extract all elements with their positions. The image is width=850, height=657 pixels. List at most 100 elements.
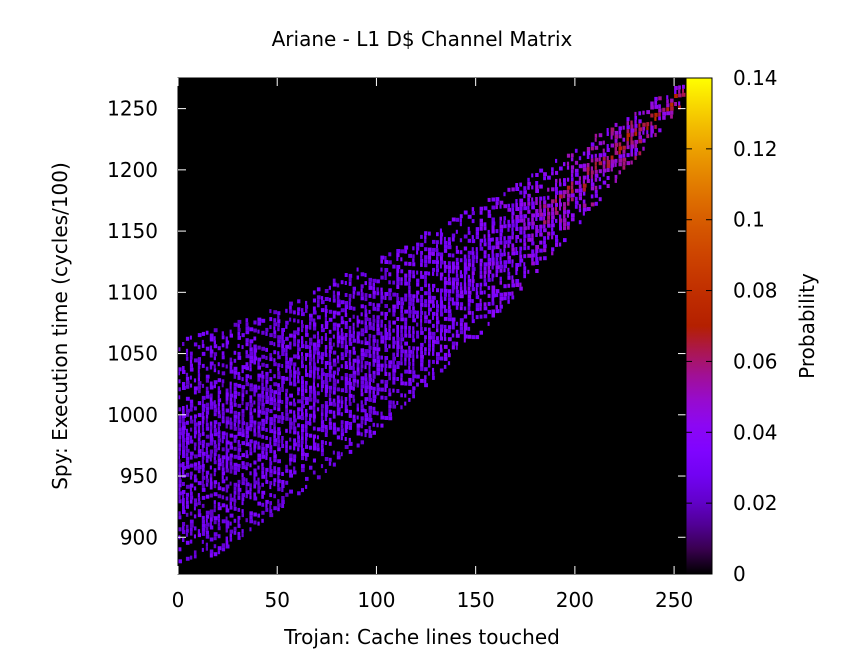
heatmap-cell	[416, 278, 420, 283]
heatmap-cell	[277, 339, 281, 344]
heatmap-cell	[305, 420, 309, 425]
heatmap-cell	[309, 389, 313, 394]
heatmap-cell	[582, 179, 585, 184]
heatmap-cell	[360, 296, 364, 301]
heatmap-cell	[543, 196, 546, 201]
heatmap-cell	[309, 369, 313, 374]
heatmap-cell	[380, 395, 384, 400]
heatmap-cell	[551, 251, 554, 256]
heatmap-cell	[332, 430, 337, 435]
heatmap-cell	[344, 385, 348, 389]
heatmap-cell	[487, 261, 491, 266]
heatmap-cell	[352, 290, 356, 295]
heatmap-cell	[447, 297, 452, 302]
heatmap-cell	[261, 406, 265, 411]
heatmap-cell	[201, 411, 205, 416]
heatmap-cell	[253, 320, 257, 325]
heatmap-cell	[305, 300, 308, 305]
heatmap-cell	[352, 306, 356, 311]
heatmap-cell	[547, 231, 551, 236]
heatmap-cell	[213, 520, 217, 525]
heatmap-cell	[253, 388, 258, 393]
heatmap-cell	[178, 347, 181, 352]
heatmap-cell	[237, 419, 241, 424]
heatmap-cell	[547, 223, 551, 228]
heatmap-cell	[245, 354, 250, 359]
heatmap-cell	[547, 203, 551, 208]
heatmap-cell	[519, 214, 523, 219]
heatmap-cell	[475, 255, 479, 260]
heatmap-cell	[404, 325, 408, 330]
heatmap-cell	[459, 238, 463, 243]
heatmap-cell	[428, 231, 431, 236]
heatmap-cell	[392, 320, 396, 325]
heatmap-cell	[217, 526, 221, 531]
heatmap-cell	[471, 211, 475, 216]
heatmap-cell	[289, 369, 292, 374]
heatmap-cell	[221, 383, 224, 388]
heatmap-cell	[332, 382, 337, 387]
heatmap-cell	[519, 210, 523, 215]
heatmap-cell	[316, 475, 321, 480]
heatmap-cell	[491, 229, 495, 234]
heatmap-cell	[479, 302, 482, 307]
heatmap-cell	[368, 333, 372, 338]
heatmap-cell	[459, 290, 464, 295]
heatmap-cell	[312, 298, 316, 303]
heatmap-cell	[570, 173, 574, 178]
heatmap-cell	[316, 315, 321, 320]
heatmap-cell	[245, 494, 248, 499]
heatmap-cell	[225, 540, 229, 545]
heatmap-cell	[297, 331, 300, 336]
heatmap-cell	[245, 378, 248, 383]
heatmap-cell	[416, 334, 420, 339]
heatmap-cell	[535, 229, 539, 233]
heatmap-cell	[368, 301, 372, 306]
heatmap-cell	[205, 542, 208, 547]
heatmap-cell	[336, 399, 341, 404]
heatmap-cell	[305, 352, 309, 357]
heatmap-cell	[309, 349, 312, 354]
heatmap-cell	[380, 363, 384, 368]
heatmap-cell	[570, 177, 574, 182]
heatmap-cell	[309, 421, 312, 426]
heatmap-cell	[590, 182, 595, 187]
heatmap-cell	[201, 363, 205, 368]
heatmap-cell	[436, 328, 439, 333]
heatmap-cell	[178, 559, 182, 564]
heatmap-cell	[301, 340, 304, 345]
heatmap-cell	[511, 187, 515, 192]
heatmap-cell	[213, 344, 218, 349]
heatmap-cell	[487, 213, 492, 218]
heatmap-cell	[467, 278, 472, 283]
heatmap-cell	[535, 261, 539, 265]
heatmap-cell	[348, 409, 352, 414]
heatmap-cell	[610, 135, 613, 140]
heatmap-cell	[281, 364, 284, 368]
heatmap-cell	[408, 333, 412, 338]
heatmap-cell	[257, 317, 262, 322]
heatmap-cell	[312, 334, 316, 339]
heatmap-cell	[217, 442, 221, 447]
heatmap-cell	[245, 382, 249, 387]
heatmap-cell	[233, 526, 237, 531]
heatmap-cell	[233, 466, 238, 471]
heatmap-cell	[408, 357, 411, 362]
heatmap-cell	[344, 353, 348, 357]
heatmap-cell	[535, 225, 539, 229]
heatmap-cell	[213, 456, 216, 461]
heatmap-cell	[289, 361, 293, 366]
heatmap-cell	[364, 409, 367, 414]
heatmap-cell	[555, 186, 558, 191]
heatmap-cell	[316, 331, 319, 336]
heatmap-cell	[328, 341, 332, 346]
heatmap-cell	[563, 210, 567, 215]
heatmap-cell	[237, 483, 240, 488]
heatmap-cell	[535, 213, 539, 217]
heatmap-cell	[245, 322, 249, 327]
heatmap-cell	[289, 457, 293, 462]
heatmap-cell	[312, 326, 317, 331]
heatmap-cell	[428, 259, 432, 264]
heatmap-cell	[324, 333, 327, 337]
heatmap-cell	[281, 484, 285, 488]
